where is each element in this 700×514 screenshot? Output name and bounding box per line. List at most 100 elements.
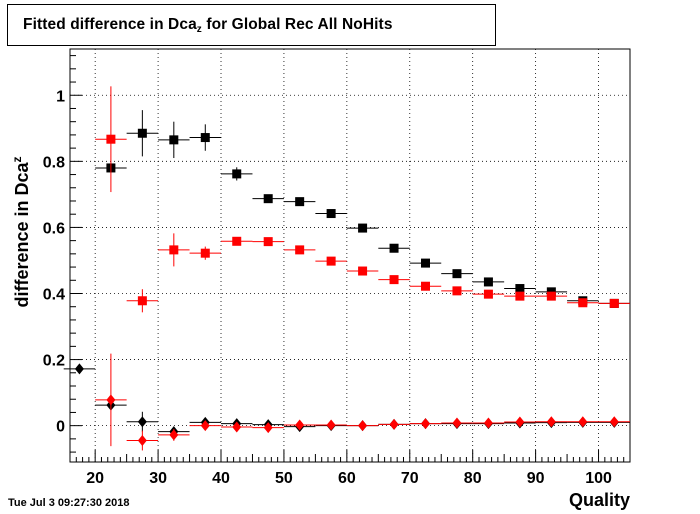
diamond-marker [232, 421, 242, 433]
diamond-marker [200, 420, 210, 432]
x-tick-label: 70 [401, 470, 419, 487]
square-marker [452, 286, 462, 296]
square-marker [452, 269, 462, 279]
data-marks [63, 86, 630, 451]
square-marker [326, 209, 336, 219]
y-tick-label: 0.2 [43, 353, 65, 370]
square-marker [263, 237, 273, 247]
diamond-marker [106, 394, 116, 406]
y-axis-label: difference in Dcaz [10, 156, 32, 307]
data-point [346, 223, 379, 233]
diamond-marker [137, 435, 147, 447]
data-point [221, 236, 253, 246]
diamond-marker [609, 416, 619, 428]
data-point [221, 421, 253, 433]
x-tick-label: 30 [149, 470, 167, 487]
diamond-marker [421, 418, 431, 430]
data-point [441, 417, 473, 429]
square-marker [200, 133, 210, 143]
diamond-marker [137, 416, 147, 428]
data-point [283, 419, 316, 431]
x-tick-label: 60 [338, 470, 356, 487]
square-marker [358, 223, 368, 233]
x-tick-label: 40 [212, 470, 230, 487]
data-point [315, 419, 347, 431]
data-point [63, 363, 96, 375]
data-point [252, 194, 284, 204]
square-marker [326, 256, 336, 266]
data-point [95, 353, 127, 447]
chart-title: Fitted difference in Dcaz for Global Rec… [23, 16, 393, 35]
data-point [567, 416, 599, 428]
axis-ticks: 20 30 40 50 60 70 80 90 100 0 0.2 0.4 0.6 0.8 1 [43, 55, 631, 487]
y-tick-label: 0.4 [43, 286, 65, 303]
data-point [346, 420, 379, 432]
data-point [95, 86, 127, 193]
data-point [126, 110, 159, 157]
square-marker [483, 277, 493, 287]
data-point [472, 289, 505, 299]
square-marker [137, 128, 147, 138]
data-point [441, 269, 473, 279]
data-point [158, 233, 190, 267]
y-tick-label: 1 [56, 88, 65, 105]
data-point [598, 416, 630, 428]
x-tick-label: 100 [585, 470, 612, 487]
diamond-marker [326, 419, 336, 431]
plot-frame [69, 48, 631, 463]
data-point [126, 289, 159, 313]
square-marker [232, 236, 242, 246]
x-axis-label: Quality [568, 490, 630, 510]
data-point [472, 417, 505, 429]
data-point [378, 243, 410, 253]
y-tick-label: 0.8 [43, 154, 65, 171]
diamond-marker [546, 416, 556, 428]
data-point [567, 298, 599, 308]
square-marker [515, 284, 525, 294]
data-point [126, 430, 159, 451]
y-tick-label: 0 [56, 419, 65, 436]
square-marker [578, 298, 588, 308]
x-tick-label: 50 [275, 470, 293, 487]
diamond-marker [169, 429, 179, 441]
data-point [252, 237, 284, 247]
square-marker [546, 291, 556, 301]
data-point [598, 298, 630, 308]
data-point [346, 266, 379, 276]
data-point [504, 284, 536, 294]
square-marker [483, 289, 493, 299]
data-point [221, 167, 253, 181]
diamond-marker [263, 422, 273, 434]
square-marker [137, 296, 147, 306]
data-point [504, 291, 536, 301]
data-point [189, 124, 222, 151]
data-point [378, 275, 410, 285]
square-marker [169, 245, 179, 255]
data-point [409, 418, 442, 430]
x-tick-label: 80 [464, 470, 482, 487]
square-marker [358, 266, 368, 276]
diamond-marker [483, 417, 493, 429]
diamond-marker [452, 417, 462, 429]
y-tick-label: 0.6 [43, 220, 65, 237]
data-point [126, 411, 159, 432]
data-point [409, 258, 442, 268]
diamond-marker [578, 416, 588, 428]
square-marker [200, 248, 210, 258]
data-point [535, 291, 568, 301]
data-point [158, 121, 190, 159]
title-box: Fitted difference in Dcaz for Global Rec… [7, 4, 496, 46]
data-point [158, 428, 190, 441]
square-marker [169, 135, 179, 145]
data-point [378, 418, 410, 430]
square-marker [295, 197, 305, 207]
data-point [252, 422, 284, 434]
footer-date: Tue Jul 3 09:27:30 2018 [8, 497, 130, 509]
data-point [189, 246, 222, 260]
diamond-marker [358, 420, 368, 432]
square-marker [421, 281, 431, 291]
data-point [283, 245, 316, 255]
diamond-marker [74, 363, 84, 375]
square-marker [295, 245, 305, 255]
data-point [504, 416, 536, 428]
